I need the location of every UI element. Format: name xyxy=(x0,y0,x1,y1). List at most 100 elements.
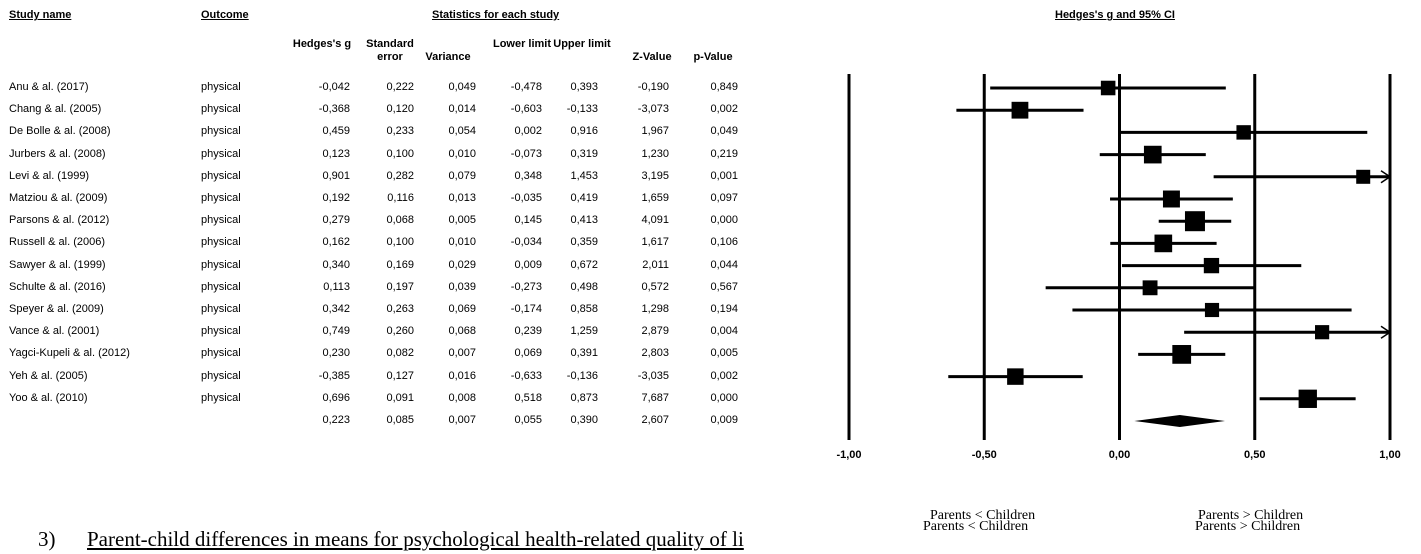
study-hedges-g: -0,042 xyxy=(318,81,350,93)
study-standard-error: 0,197 xyxy=(386,280,414,293)
study-lower-limit: 0,009 xyxy=(514,258,542,271)
study-p-value: 0,002 xyxy=(710,103,738,116)
study-outcome: physical xyxy=(201,303,241,315)
study-name: Sawyer & al. (1999) xyxy=(9,258,106,271)
study-standard-error: 0,116 xyxy=(387,192,414,204)
study-upper-limit: 0,672 xyxy=(570,258,598,271)
study-lower-limit: -0,174 xyxy=(510,303,542,315)
study-name: Schulte & al. (2016) xyxy=(9,280,106,293)
point-estimate xyxy=(1162,190,1180,208)
study-standard-error: 0,120 xyxy=(386,103,414,116)
study-outcome: physical xyxy=(201,325,241,338)
study-name: Yoo & al. (2010) xyxy=(9,391,88,404)
study-hedges-g: 0,162 xyxy=(322,236,350,249)
study-lower-limit: -0,035 xyxy=(510,192,542,204)
study-z-value: 1,617 xyxy=(641,236,669,249)
study-name: Chang & al. (2005) xyxy=(9,103,102,116)
study-outcome: physical xyxy=(201,347,241,360)
study-variance: 0,079 xyxy=(448,169,476,182)
study-hedges-g: 0,192 xyxy=(322,192,350,204)
study-lower-limit: 0,518 xyxy=(514,391,542,404)
study-upper-limit: -0,136 xyxy=(566,369,598,382)
point-estimate xyxy=(1007,368,1024,385)
study-upper-limit: 0,359 xyxy=(570,236,598,249)
summary-p-value: 0,009 xyxy=(710,414,738,426)
study-outcome: physical xyxy=(201,280,241,293)
study-hedges-g: 0,113 xyxy=(323,280,350,293)
study-upper-limit: 0,413 xyxy=(570,214,598,227)
summary-upper-limit: 0,390 xyxy=(570,414,598,426)
point-estimate xyxy=(1011,101,1029,119)
study-hedges-g: 0,279 xyxy=(322,214,350,227)
study-upper-limit: 0,319 xyxy=(570,147,598,160)
study-hedges-g: -0,385 xyxy=(318,369,350,382)
study-z-value: 1,298 xyxy=(641,303,669,315)
study-p-value: 0,567 xyxy=(710,280,738,293)
study-outcome: physical xyxy=(201,103,241,116)
study-standard-error: 0,169 xyxy=(386,258,414,271)
study-variance: 0,007 xyxy=(448,347,476,360)
column-header-p-value: p-Value xyxy=(693,51,733,63)
study-standard-error: 0,127 xyxy=(386,369,414,382)
study-variance: 0,013 xyxy=(448,192,476,204)
study-z-value: 1,659 xyxy=(641,192,669,204)
study-p-value: 0,849 xyxy=(710,81,738,93)
study-lower-limit: -0,034 xyxy=(510,236,542,249)
study-variance: 0,008 xyxy=(448,391,476,404)
study-lower-limit: -0,073 xyxy=(510,147,542,160)
study-z-value: 0,572 xyxy=(641,280,669,293)
study-z-value: 1,230 xyxy=(641,147,669,160)
study-p-value: 0,000 xyxy=(710,214,738,227)
study-lower-limit: -0,273 xyxy=(510,280,542,293)
study-upper-limit: 0,858 xyxy=(570,303,598,315)
point-estimate xyxy=(1298,389,1317,408)
study-upper-limit: 1,259 xyxy=(570,325,598,338)
study-z-value: 3,195 xyxy=(641,169,669,182)
study-name: Russell & al. (2006) xyxy=(9,236,105,249)
study-upper-limit: 0,498 xyxy=(570,280,598,293)
study-standard-error: 0,282 xyxy=(386,169,414,182)
study-z-value: -0,190 xyxy=(637,81,669,93)
study-hedges-g: 0,696 xyxy=(322,391,350,404)
study-variance: 0,029 xyxy=(448,258,476,271)
study-p-value: 0,044 xyxy=(710,258,738,271)
study-variance: 0,005 xyxy=(448,214,476,227)
study-upper-limit: 0,873 xyxy=(570,391,598,404)
column-header-hedges-g: Hedges's g xyxy=(292,38,352,50)
study-variance: 0,049 xyxy=(448,81,476,93)
point-estimate xyxy=(1356,169,1371,184)
caption-number: 3) xyxy=(38,527,56,551)
study-upper-limit: -0,133 xyxy=(566,103,598,116)
study-standard-error: 0,263 xyxy=(386,303,414,315)
summary-standard-error: 0,085 xyxy=(386,414,414,426)
study-lower-limit: -0,478 xyxy=(510,81,542,93)
study-lower-limit: 0,002 xyxy=(514,125,542,138)
summary-variance: 0,007 xyxy=(448,414,476,426)
study-hedges-g: 0,123 xyxy=(322,147,350,160)
study-name: De Bolle & al. (2008) xyxy=(9,125,111,138)
study-outcome: physical xyxy=(201,258,241,271)
study-name: Anu & al. (2017) xyxy=(9,81,89,93)
study-variance: 0,010 xyxy=(448,236,476,249)
x-tick-label: 0,00 xyxy=(1108,449,1131,461)
study-variance: 0,068 xyxy=(448,325,476,338)
favours-left-label-echo: Parents < Children xyxy=(923,519,1029,534)
x-tick-label: -0,50 xyxy=(971,449,997,461)
study-name: Yagci-Kupeli & al. (2012) xyxy=(9,347,130,360)
point-estimate xyxy=(1154,234,1173,253)
study-variance: 0,014 xyxy=(448,103,476,116)
study-standard-error: 0,233 xyxy=(386,125,414,138)
study-standard-error: 0,100 xyxy=(386,236,414,249)
point-estimate xyxy=(1204,302,1220,318)
study-z-value: 1,967 xyxy=(641,125,669,138)
study-hedges-g: 0,459 xyxy=(322,125,350,138)
study-hedges-g: 0,342 xyxy=(322,303,350,315)
study-lower-limit: -0,633 xyxy=(510,369,542,382)
study-outcome: physical xyxy=(201,147,241,160)
x-tick-label: 1,00 xyxy=(1379,449,1401,461)
study-lower-limit: 0,069 xyxy=(514,347,542,360)
study-name: Levi & al. (1999) xyxy=(9,169,90,182)
point-estimate xyxy=(1100,80,1116,96)
study-standard-error: 0,100 xyxy=(386,147,414,160)
study-outcome: physical xyxy=(201,169,241,182)
